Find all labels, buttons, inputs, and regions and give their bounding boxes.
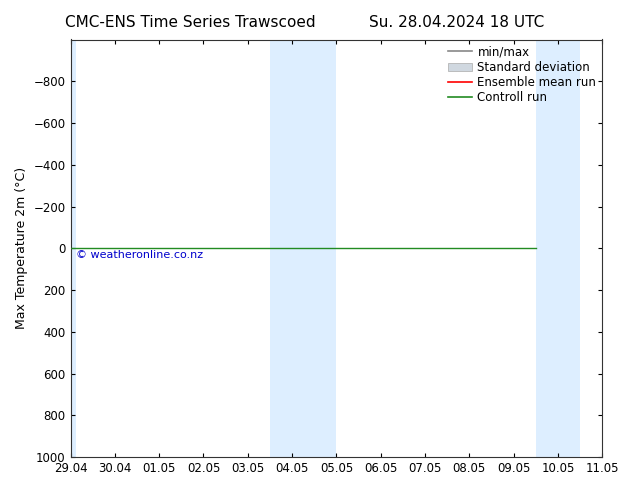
- Text: CMC-ENS Time Series Trawscoed: CMC-ENS Time Series Trawscoed: [65, 15, 316, 30]
- Text: Su. 28.04.2024 18 UTC: Su. 28.04.2024 18 UTC: [369, 15, 544, 30]
- Bar: [536, 40, 580, 457]
- Y-axis label: Max Temperature 2m (°C): Max Temperature 2m (°C): [15, 167, 28, 329]
- Legend: min/max, Standard deviation, Ensemble mean run, Controll run: min/max, Standard deviation, Ensemble me…: [448, 46, 597, 104]
- Bar: [270, 40, 337, 457]
- Bar: [70, 40, 76, 457]
- Text: © weatheronline.co.nz: © weatheronline.co.nz: [76, 250, 203, 260]
